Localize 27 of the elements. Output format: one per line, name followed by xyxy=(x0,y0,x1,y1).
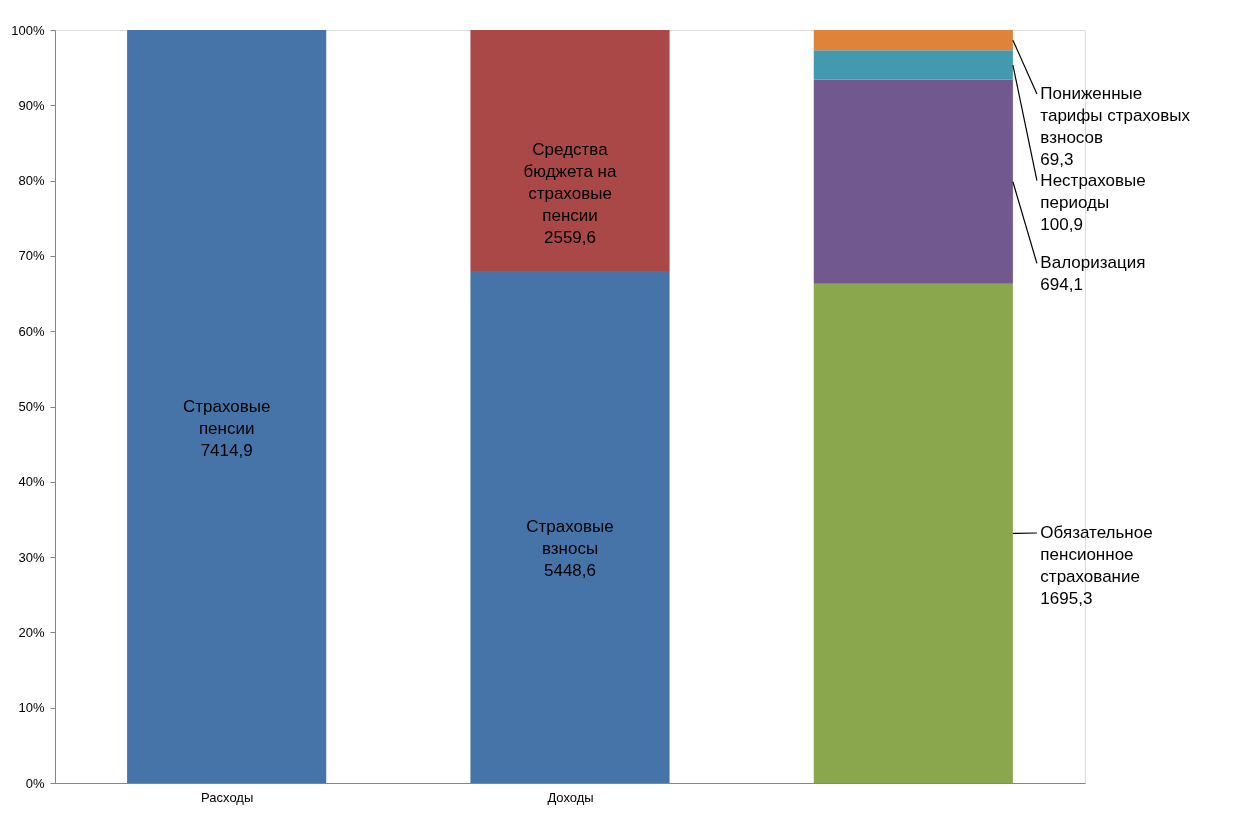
bar xyxy=(470,270,670,783)
y-tick-label: 70% xyxy=(18,248,45,264)
bar xyxy=(127,30,327,783)
y-tick-label: 20% xyxy=(18,624,45,640)
bar xyxy=(813,50,1013,80)
x-tick-label: Доходы xyxy=(547,789,594,805)
y-tick-label: 80% xyxy=(18,173,45,189)
data-label: Страховые пенсии 7414,9 xyxy=(182,396,271,460)
data-label: Валоризация 694,1 xyxy=(1040,253,1146,295)
data-label: Средства бюджета на страховые пенсии 2559,6 xyxy=(523,140,617,248)
y-tick-label: 0% xyxy=(25,775,45,791)
data-label: Нестраховые периоды 100,9 xyxy=(1040,170,1146,234)
y-tick-label: 60% xyxy=(18,323,45,339)
data-label: Пониженные тарифы страховых взносов 69,3 xyxy=(1040,84,1191,170)
bar xyxy=(813,30,1013,51)
y-tick-label: 10% xyxy=(18,700,45,716)
data-label: Обязательное пенсионное страхование 1695,3 xyxy=(1040,523,1153,608)
data-label: Страховые взносы 5448,6 xyxy=(526,516,614,580)
y-tick-label: 30% xyxy=(18,549,45,565)
y-tick-label: 100% xyxy=(11,22,45,38)
bar xyxy=(470,30,670,271)
y-tick-label: 90% xyxy=(18,97,45,113)
y-tick-label: 40% xyxy=(18,474,45,490)
bar xyxy=(813,79,1013,284)
y-tick-label: 50% xyxy=(18,399,45,414)
bar xyxy=(813,283,1013,783)
x-tick-label: Расходы xyxy=(201,789,254,805)
